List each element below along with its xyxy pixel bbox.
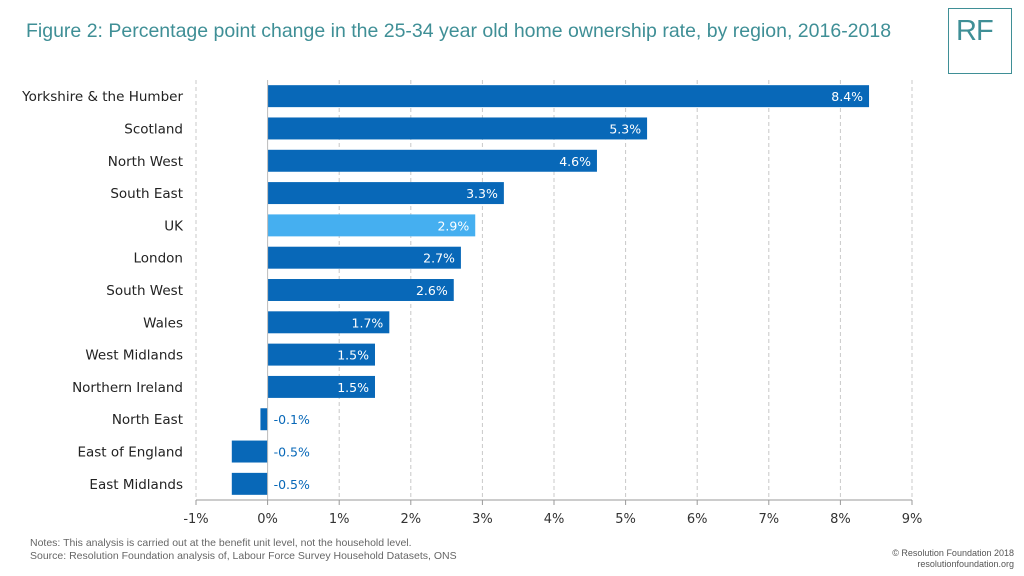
- source-text: Source: Resolution Foundation analysis o…: [30, 550, 457, 562]
- bar: [267, 311, 390, 334]
- rf-logo: RF: [948, 8, 1012, 74]
- data-label: 5.3%: [609, 121, 641, 136]
- data-label: -0.5%: [274, 477, 310, 492]
- category-label: Yorkshire & the Humber: [21, 89, 183, 105]
- x-tick-label: 0%: [257, 512, 278, 527]
- data-label: -0.5%: [274, 445, 310, 460]
- chart-title: Figure 2: Percentage point change in the…: [26, 20, 892, 42]
- data-label: 1.5%: [337, 348, 369, 363]
- bar: [267, 375, 375, 398]
- data-label: 8.4%: [831, 89, 863, 104]
- data-label: -0.1%: [274, 412, 310, 427]
- category-label: Wales: [143, 315, 183, 331]
- bar: [267, 149, 597, 172]
- category-label: Scotland: [124, 121, 183, 137]
- bar: [231, 440, 268, 463]
- x-tick-label: 6%: [687, 512, 708, 527]
- bar: [267, 246, 461, 269]
- x-tick-label: 4%: [544, 512, 565, 527]
- category-label: UK: [164, 218, 184, 234]
- x-tick-label: 1%: [329, 512, 350, 527]
- x-tick-label: 3%: [472, 512, 493, 527]
- bar: [260, 408, 268, 431]
- copyright-text: © Resolution Foundation 2018: [892, 548, 1014, 558]
- category-label: South East: [110, 186, 183, 202]
- bar: [267, 214, 476, 237]
- category-label: East Midlands: [89, 477, 183, 493]
- data-label: 2.7%: [423, 251, 455, 266]
- category-label: North East: [112, 412, 183, 428]
- data-label: 2.6%: [416, 283, 448, 298]
- data-label: 1.7%: [352, 315, 384, 330]
- x-tick-label: 8%: [830, 512, 851, 527]
- category-label: North West: [108, 154, 183, 170]
- copyright-block: © Resolution Foundation 2018 resolutionf…: [892, 548, 1014, 570]
- bar: [267, 117, 648, 140]
- x-tick-label: 2%: [400, 512, 421, 527]
- website-text: resolutionfoundation.org: [917, 559, 1014, 569]
- x-tick-label: 5%: [615, 512, 636, 527]
- category-label: South West: [106, 283, 183, 299]
- data-label: 3.3%: [466, 186, 498, 201]
- chart-notes: Notes: This analysis is carried out at t…: [30, 537, 457, 563]
- data-label: 2.9%: [437, 218, 469, 233]
- bar: [231, 472, 268, 495]
- x-tick-label: 7%: [758, 512, 779, 527]
- category-label: Northern Ireland: [72, 380, 183, 396]
- data-label: 1.5%: [337, 380, 369, 395]
- x-tick-label: -1%: [183, 512, 208, 527]
- logo-text: RF: [956, 15, 994, 47]
- x-tick-label: 9%: [902, 512, 923, 527]
- category-label: West Midlands: [85, 348, 183, 364]
- bar: [267, 343, 375, 366]
- data-label: 4.6%: [559, 154, 591, 169]
- bar: [267, 279, 454, 301]
- category-label: East of England: [77, 445, 183, 461]
- notes-text: Notes: This analysis is carried out at t…: [30, 537, 412, 549]
- bar: [267, 85, 870, 108]
- bar: [267, 182, 504, 205]
- category-label: London: [134, 251, 184, 267]
